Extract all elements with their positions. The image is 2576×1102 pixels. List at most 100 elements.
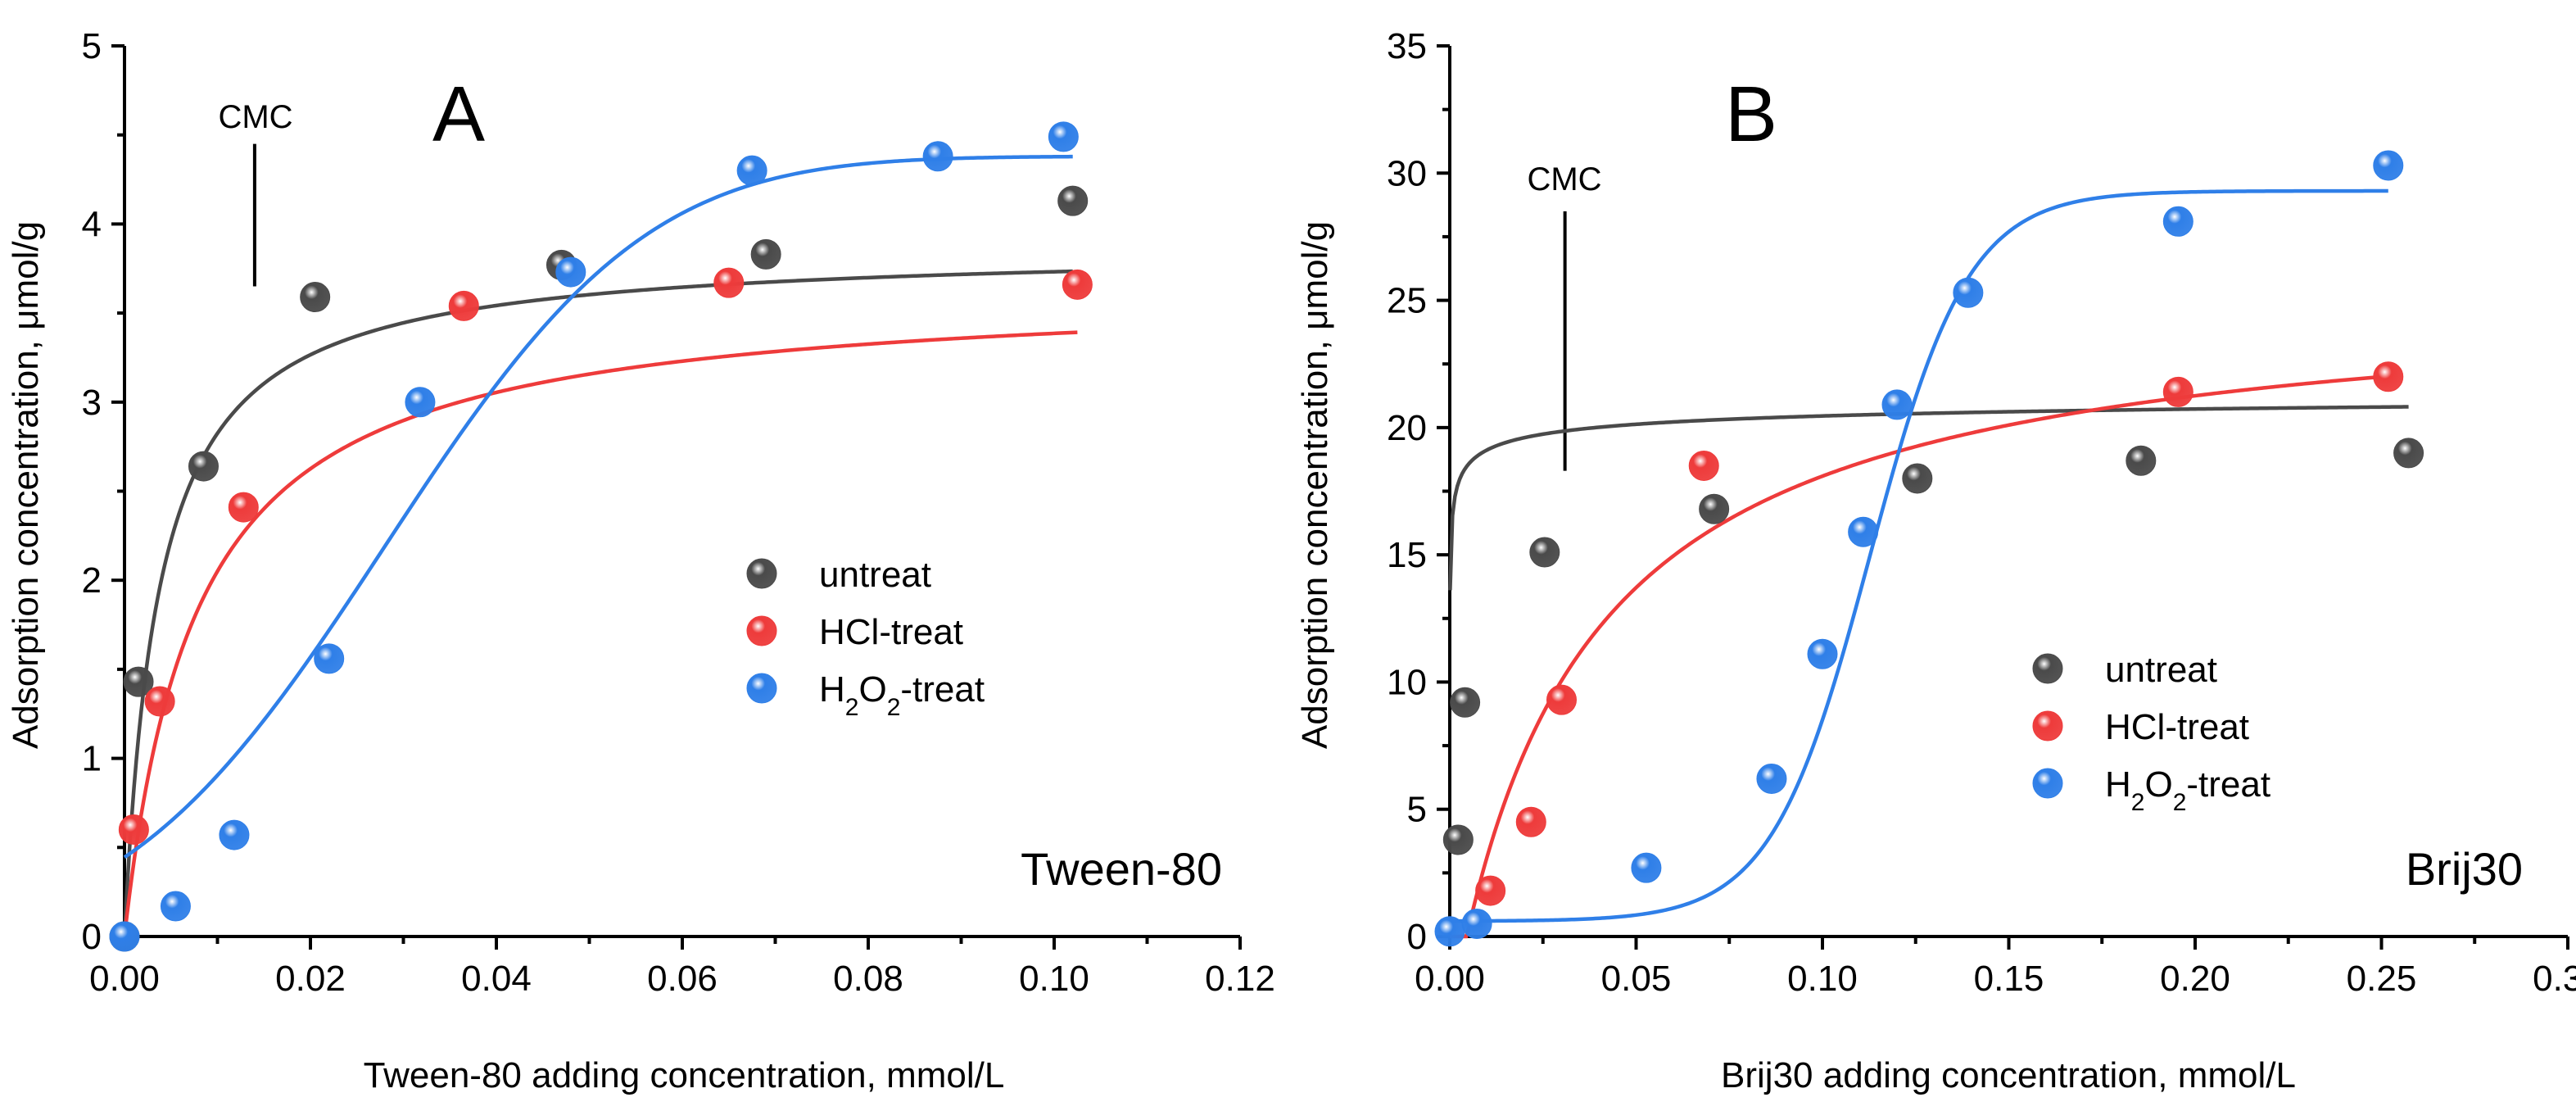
data-point-h2o2-treat: [1434, 916, 1465, 947]
data-point-hcl-treat: [144, 686, 175, 717]
data-point-hcl-treat: [228, 492, 259, 523]
y-tick-label: 25: [1387, 281, 1427, 321]
data-point-h2o2-treat: [736, 155, 767, 186]
fit-line-h2o2-treat: [123, 154, 1073, 859]
data-point-h2o2-treat: [405, 387, 436, 418]
y-tick-label: 15: [1387, 535, 1427, 575]
x-tick-label: 0.30: [2533, 959, 2576, 999]
legend-label-hcl-treat: HCl-treat: [2105, 707, 2249, 747]
panel-letter-b: B: [1725, 70, 1777, 158]
data-point-h2o2-treat: [219, 819, 250, 850]
data-point-h2o2-treat: [314, 643, 345, 674]
y-tick-label: 1: [82, 739, 102, 779]
legend-marker-hcl-treat: [2032, 710, 2063, 741]
x-tick-label: 0.06: [647, 959, 718, 999]
legend-label-h2o2-treat: H2O2-treat: [2105, 764, 2270, 816]
y-tick-label: 4: [82, 204, 102, 244]
legend-label-untreat: untreat: [2105, 650, 2217, 690]
plot-area-a: 0.00 0.02 0.04 0.06 0.08 0.10 0.12 0 1 2 3 4 5: [82, 26, 1275, 999]
legend-label-untreat: untreat: [819, 555, 931, 595]
cmc-label-a: CMC: [218, 99, 292, 135]
data-point-h2o2-treat: [1807, 638, 1838, 669]
data-point-hcl-treat: [2162, 376, 2193, 407]
legend-marker-untreat: [746, 558, 777, 589]
x-tick-label: 0.05: [1601, 959, 1672, 999]
data-point-hcl-treat: [713, 267, 745, 298]
y-axis-title-b: Adsorption concentration, μmol/g: [1295, 221, 1335, 749]
chart-panel-b: 0.00 0.05 0.10 0.15 0.20 0.25 0.30 0 5 10 15 20 25 30…: [1295, 26, 2576, 1095]
data-point-untreat: [750, 238, 781, 270]
x-tick-label: 0.20: [2160, 959, 2230, 999]
legend-marker-h2o2-treat: [2032, 768, 2063, 799]
data-point-hcl-treat: [1062, 269, 1093, 300]
x-tick-label: 0.25: [2347, 959, 2417, 999]
data-point-h2o2-treat: [555, 256, 586, 288]
data-point-untreat: [2126, 445, 2157, 476]
legend-label-hcl-treat: HCl-treat: [819, 612, 963, 652]
data-point-hcl-treat: [1546, 684, 1577, 715]
data-point-untreat: [1442, 824, 1474, 855]
x-tick-label: 0.12: [1205, 959, 1275, 999]
y-tick-label: 0: [1407, 917, 1427, 957]
data-point-hcl-treat: [2373, 361, 2404, 392]
y-tick-label: 35: [1387, 26, 1427, 66]
data-point-hcl-treat: [1475, 875, 1506, 906]
y-tick-label: 2: [82, 560, 102, 601]
fit-line-hcl-treat: [122, 330, 1078, 937]
cmc-label-b: CMC: [1527, 161, 1601, 197]
data-point-untreat: [123, 666, 154, 697]
data-point-hcl-treat: [448, 290, 479, 321]
fit-line-untreat: [1448, 405, 2409, 591]
data-point-hcl-treat: [1515, 806, 1546, 837]
y-tick-label: 3: [82, 383, 102, 423]
legend-b: untreat HCl-treat H2O2-treat: [2032, 650, 2270, 816]
data-point-h2o2-treat: [1631, 852, 1662, 883]
data-point-untreat: [1902, 463, 1933, 494]
data-point-h2o2-treat: [1048, 121, 1079, 152]
legend-label-h2o2-treat: H2O2-treat: [819, 669, 985, 721]
data-point-hcl-treat: [118, 814, 149, 846]
y-tick-label: 5: [1407, 790, 1427, 830]
data-point-untreat: [1450, 687, 1481, 718]
data-point-untreat: [1699, 493, 1730, 524]
legend-marker-untreat: [2032, 653, 2063, 684]
y-tick-label: 10: [1387, 662, 1427, 702]
chart-panel-a: 0.00 0.02 0.04 0.06 0.08 0.10 0.12 0 1 2 3 4 5 A Twe…: [6, 26, 1275, 1095]
data-point-untreat: [1057, 185, 1089, 216]
data-point-h2o2-treat: [1881, 389, 1913, 420]
x-tick-label: 0.10: [1019, 959, 1089, 999]
data-point-h2o2-treat: [1461, 908, 1492, 939]
data-point-h2o2-treat: [160, 891, 191, 922]
y-tick-label: 20: [1387, 408, 1427, 448]
fit-line-h2o2-treat: [1450, 188, 2388, 923]
data-point-hcl-treat: [1688, 450, 1719, 481]
surfactant-label-b: Brij30: [2406, 843, 2523, 895]
x-axis-title-b: Brij30 adding concentration, mmol/L: [1721, 1055, 2296, 1095]
panel-letter-a: A: [432, 70, 485, 158]
x-axis-title-a: Tween-80 adding concentration, mmol/L: [364, 1055, 1005, 1095]
surfactant-label-a: Tween-80: [1021, 843, 1222, 895]
data-point-h2o2-treat: [922, 141, 953, 172]
data-point-h2o2-treat: [2162, 206, 2193, 237]
y-axis-title-a: Adsorption concentration, μmol/g: [6, 221, 46, 749]
fit-line-untreat: [122, 269, 1073, 937]
data-point-h2o2-treat: [2373, 150, 2404, 181]
plot-area-b: 0.00 0.05 0.10 0.15 0.20 0.25 0.30 0 5 10 15 20 25 30…: [1387, 26, 2576, 999]
data-point-h2o2-treat: [1848, 516, 1879, 547]
fit-line-hcl-treat: [1450, 374, 2388, 939]
x-tick-label: 0.10: [1787, 959, 1858, 999]
legend-a: untreat HCl-treat H2O2-treat: [746, 555, 985, 721]
x-tick-label: 0.15: [1974, 959, 2044, 999]
legend-marker-h2o2-treat: [746, 673, 777, 704]
x-tick-label: 0.08: [833, 959, 903, 999]
data-point-untreat: [188, 451, 219, 482]
y-tick-label: 0: [82, 917, 102, 957]
data-point-h2o2-treat: [1756, 763, 1787, 794]
x-tick-label: 0.02: [275, 959, 346, 999]
data-point-h2o2-treat: [1953, 277, 1984, 308]
y-tick-label: 5: [82, 26, 102, 66]
x-tick-label: 0.00: [1415, 959, 1485, 999]
data-point-untreat: [2393, 438, 2424, 469]
x-tick-label: 0.04: [461, 959, 532, 999]
